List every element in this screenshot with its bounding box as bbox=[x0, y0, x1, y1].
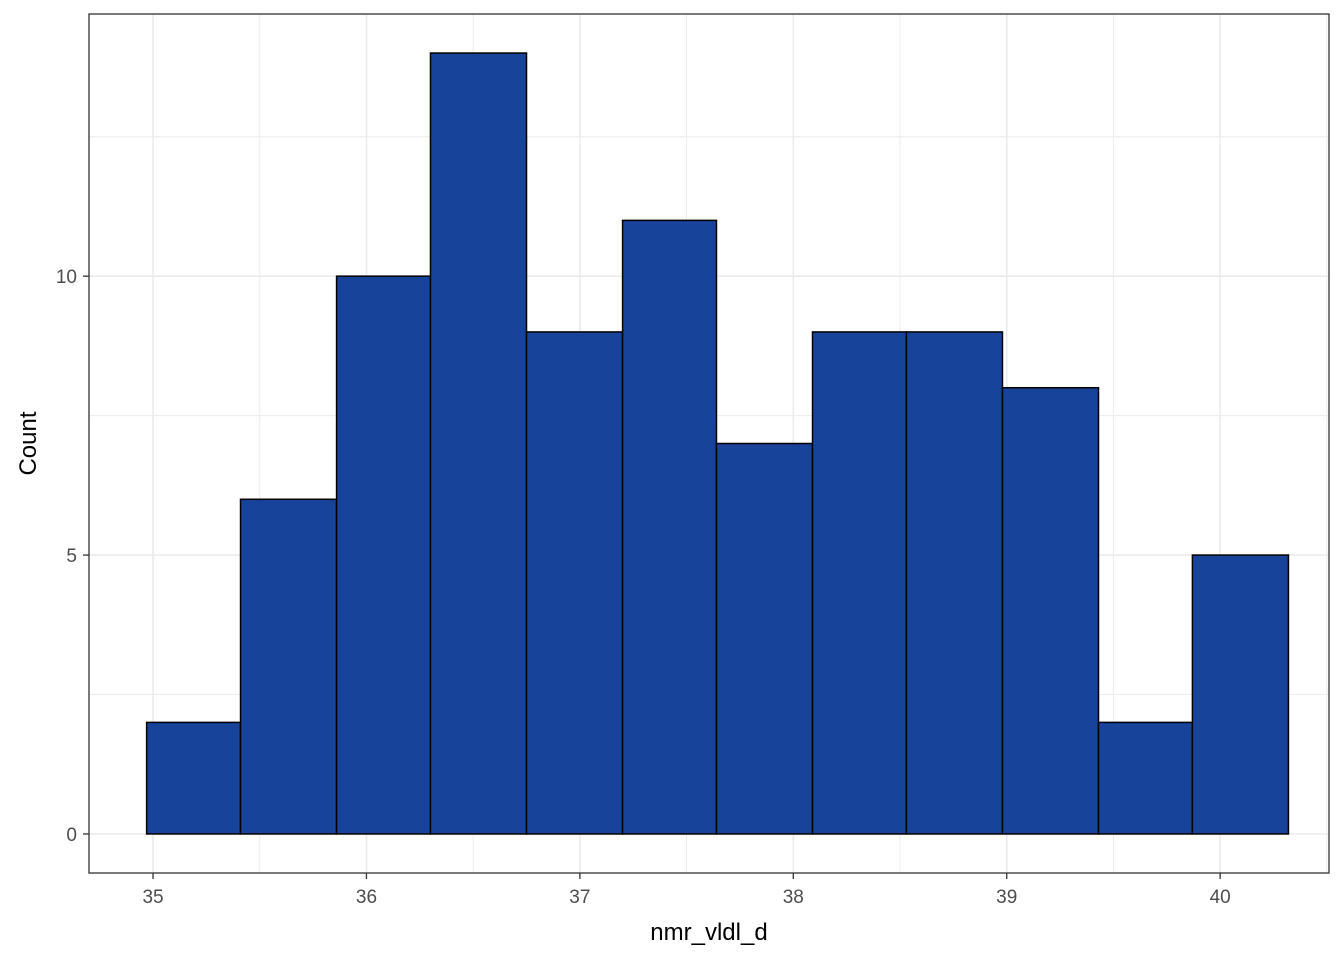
x-tick-label: 40 bbox=[1210, 887, 1231, 908]
y-tick-label: 0 bbox=[66, 825, 77, 846]
y-tick-label: 10 bbox=[56, 267, 77, 288]
histogram-bar bbox=[429, 52, 528, 835]
x-tick-label: 36 bbox=[356, 887, 377, 908]
histogram-bar bbox=[811, 331, 908, 835]
x-tick-label: 37 bbox=[569, 887, 590, 908]
histogram-bar bbox=[621, 219, 718, 835]
y-axis-title: Count bbox=[15, 411, 42, 475]
histogram-bar bbox=[1001, 386, 1100, 835]
x-tick-label: 39 bbox=[996, 887, 1017, 908]
x-tick-label: 35 bbox=[142, 887, 163, 908]
histogram-bar bbox=[525, 331, 624, 835]
histogram-bar bbox=[239, 498, 338, 835]
x-tick-label: 38 bbox=[783, 887, 804, 908]
histogram-bar bbox=[1097, 721, 1194, 835]
y-tick-label: 5 bbox=[66, 546, 77, 567]
histogram-bar bbox=[1191, 554, 1290, 835]
histogram-bars bbox=[145, 52, 1290, 835]
axis-ticks: 35 36 37 38 39 40 0 5 10 bbox=[56, 267, 1231, 908]
panel-border bbox=[88, 13, 1330, 874]
histogram-bar bbox=[335, 275, 432, 835]
histogram-bar bbox=[145, 721, 242, 835]
histogram-bar bbox=[715, 442, 814, 835]
histogram-bar bbox=[905, 331, 1004, 835]
x-axis-title: nmr_vldl_d bbox=[650, 919, 767, 946]
